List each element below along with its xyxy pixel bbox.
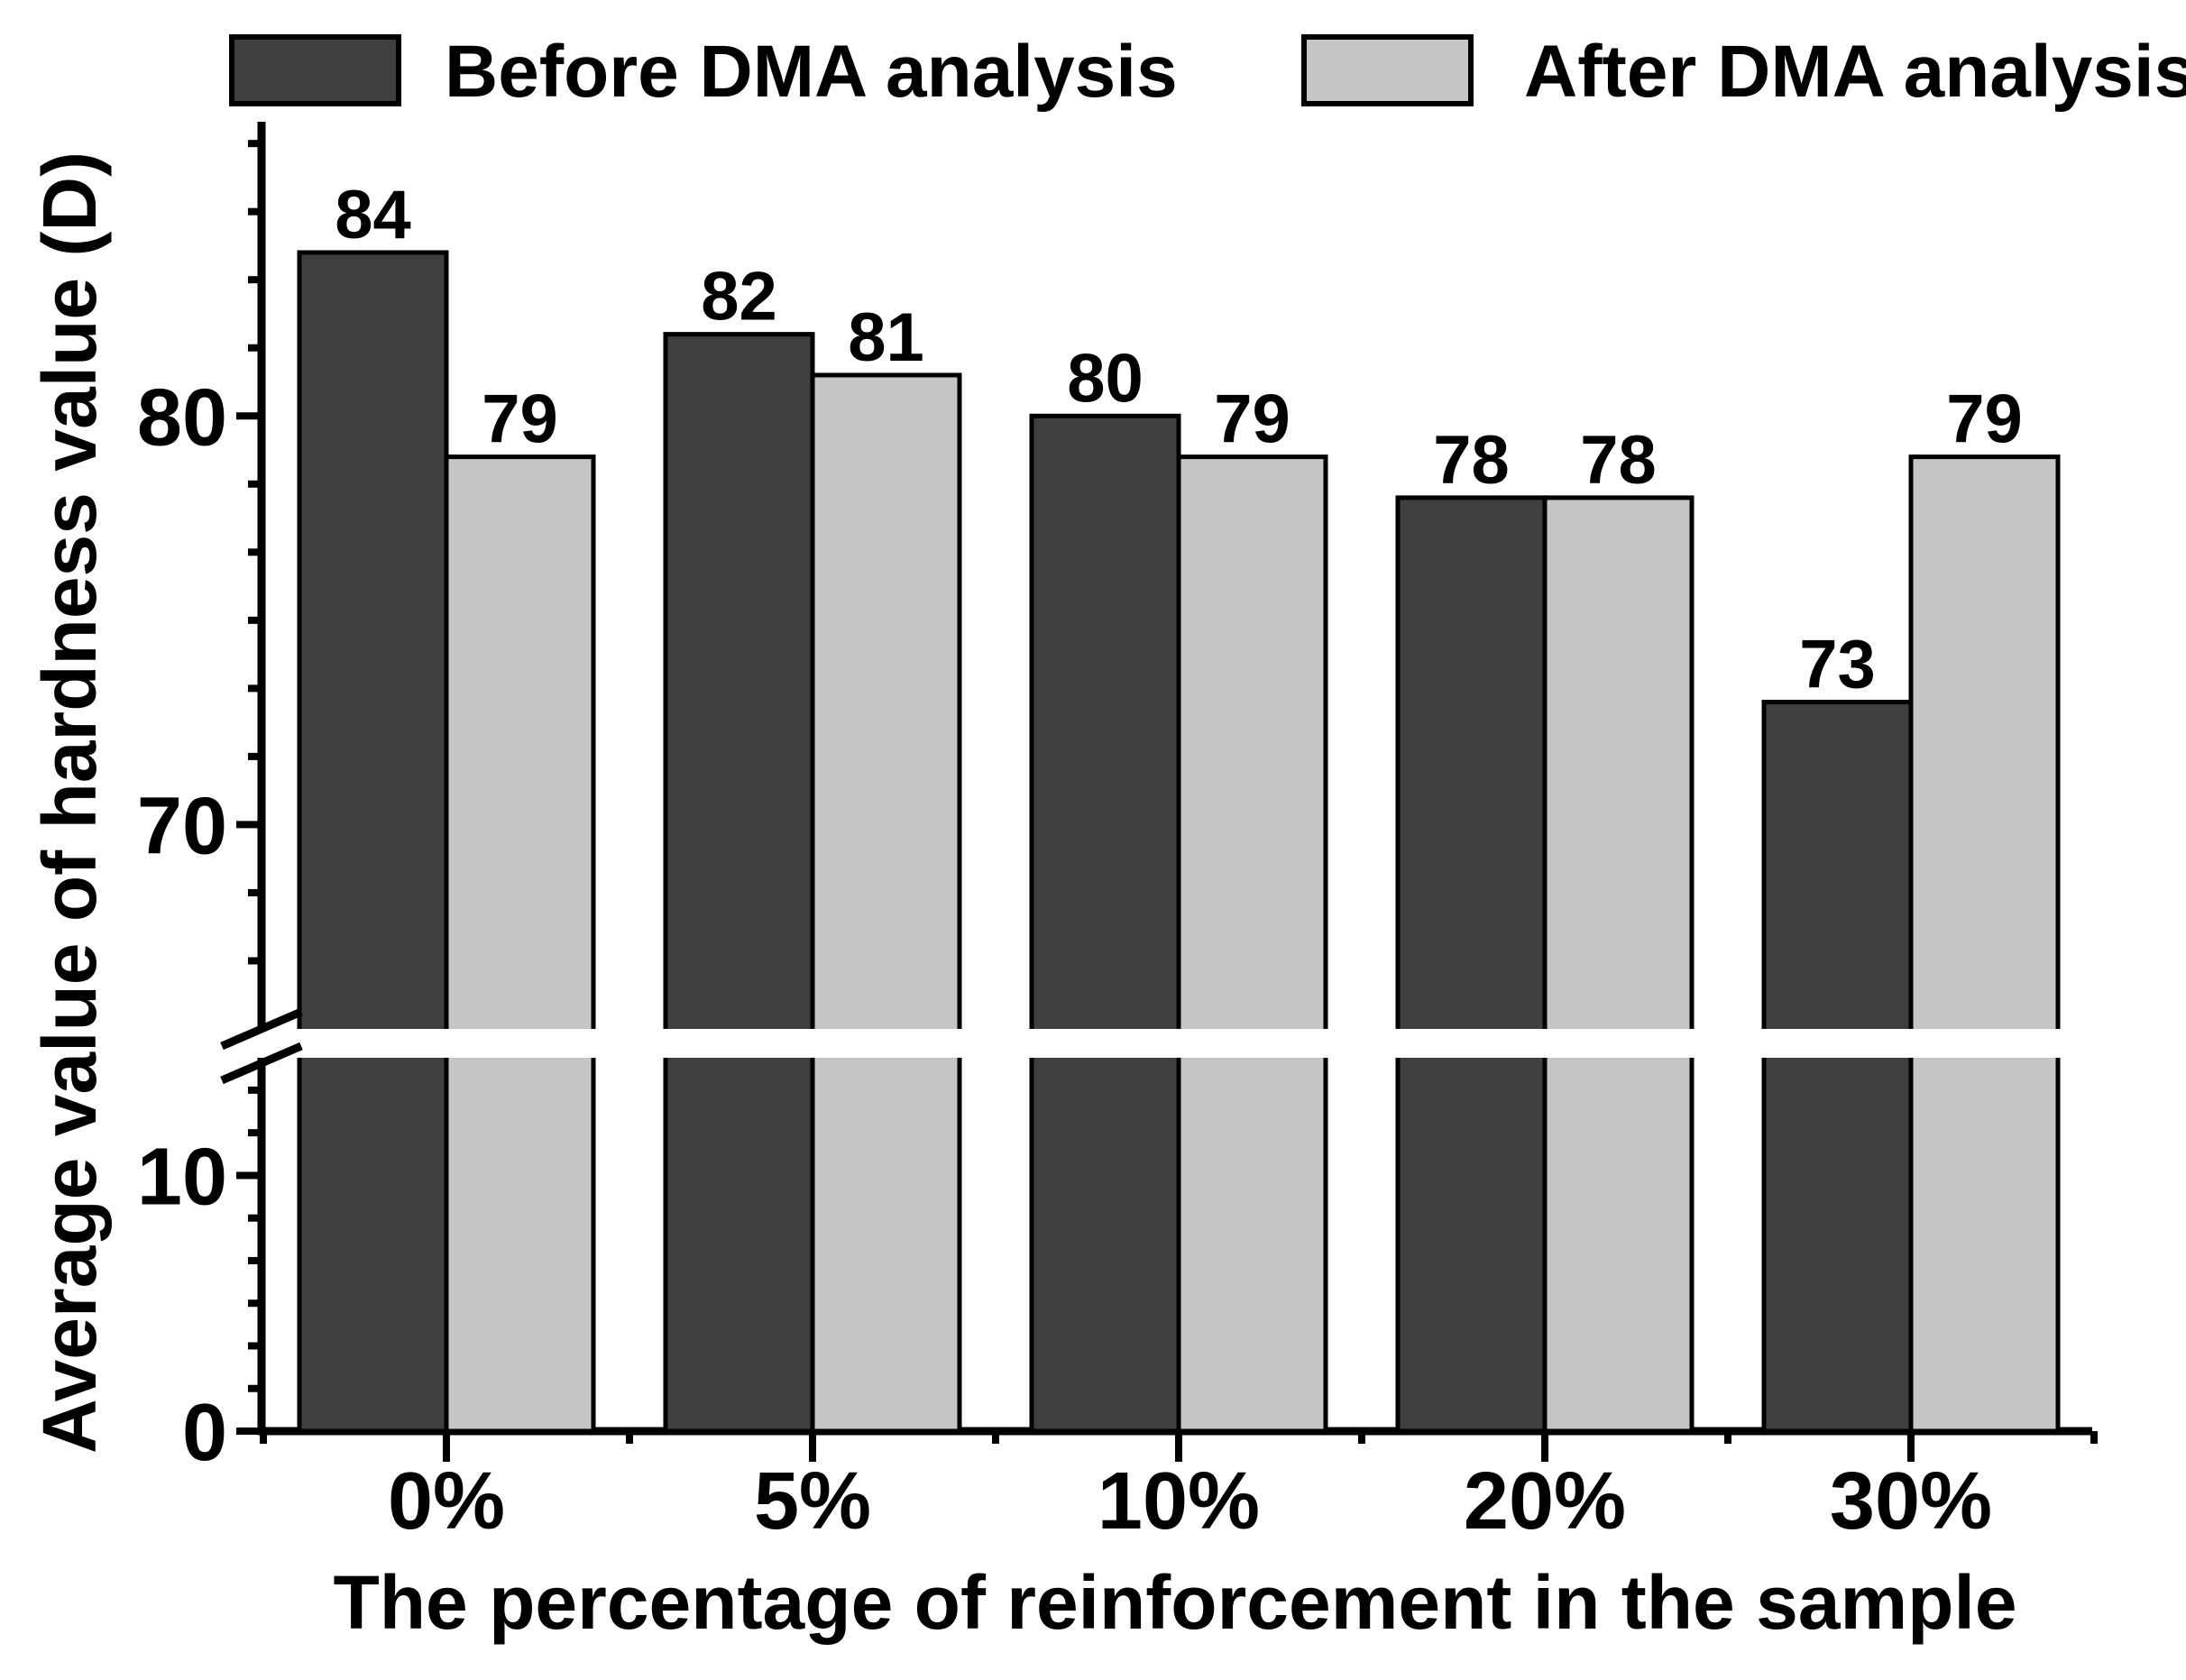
bar-value-label-after-30%: 79 [1946, 381, 2023, 458]
y-tick-label: 0 [182, 1388, 227, 1478]
y-tick-label: 80 [137, 372, 227, 463]
x-tick-label: 5% [754, 1456, 871, 1547]
bar-value-label-after-10%: 79 [1214, 381, 1290, 458]
bar-after-0% [444, 454, 596, 1434]
bar-value-label-before-10%: 80 [1067, 340, 1144, 417]
bar-value-label-before-30%: 73 [1799, 626, 1876, 702]
x-tick-label: 20% [1464, 1456, 1626, 1547]
bar-before-0% [297, 250, 449, 1434]
bar-after-5% [810, 372, 962, 1434]
legend-label-before: Before DMA analysis [445, 31, 1178, 113]
bar-value-label-after-0%: 79 [482, 381, 558, 458]
legend: Before DMA analysis After DMA analysis [229, 31, 2186, 113]
bar-before-30% [1761, 699, 1914, 1434]
bar-value-label-before-0%: 84 [335, 177, 411, 253]
x-tick-label: 30% [1830, 1456, 1992, 1547]
bar-value-label-before-20%: 78 [1433, 422, 1510, 499]
x-tick-label: 10% [1098, 1456, 1260, 1547]
legend-label-after: After DMA analysis [1524, 31, 2186, 113]
y-axis-title: Average value of hardness value (D) [27, 151, 112, 1454]
bar-value-label-after-5%: 81 [848, 299, 924, 376]
bar-before-20% [1395, 495, 1548, 1434]
y-tick-label: 70 [137, 781, 227, 871]
bar-after-30% [1908, 454, 2061, 1434]
y-tick-label: 10 [137, 1132, 227, 1222]
chart-plot-area: 0 10 70 80 0% 5% 10% 20% 30% 84 82 80 78 73 79 81 79 78 79 [137, 122, 2155, 1547]
legend-swatch-after [1301, 34, 1474, 106]
axis-break-slash [220, 1007, 303, 1051]
bar-before-5% [663, 332, 815, 1434]
axis-break-slash [220, 1042, 303, 1085]
bar-before-10% [1029, 413, 1181, 1434]
bar-after-10% [1176, 454, 1328, 1434]
bar-value-label-after-20%: 78 [1580, 422, 1657, 499]
bar-value-label-before-5%: 82 [701, 259, 777, 335]
axis-break-band [162, 1029, 2155, 1058]
legend-swatch-before [229, 34, 401, 106]
x-tick-label: 0% [388, 1456, 505, 1547]
bar-after-20% [1542, 495, 1695, 1434]
x-axis-title: The percentage of reinforcement in the s… [333, 1560, 2016, 1645]
